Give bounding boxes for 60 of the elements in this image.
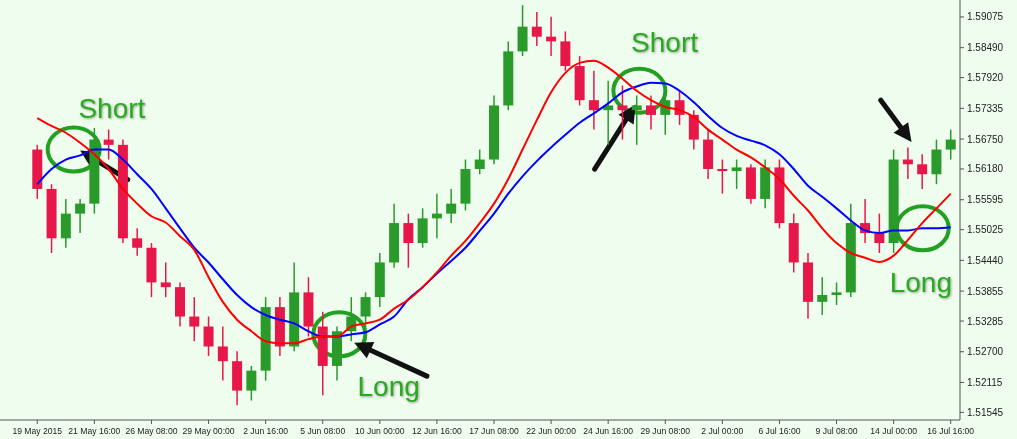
- x-tick-label: 29 Jun 08:00: [640, 426, 691, 436]
- candlestick: [588, 70, 599, 131]
- candlestick: [874, 212, 885, 254]
- x-tick-label: 16 Jul 16:00: [927, 426, 975, 436]
- candlestick: [189, 296, 200, 342]
- x-tick-label: 22 Jun 00:00: [526, 426, 577, 436]
- candlestick: [831, 281, 842, 306]
- candlestick: [75, 198, 86, 234]
- y-tick-label: 1.56180: [967, 163, 1004, 175]
- candlestick: [917, 153, 928, 190]
- candlestick: [731, 158, 742, 190]
- y-tick-label: 1.56750: [967, 133, 1004, 145]
- candlestick: [817, 276, 828, 316]
- y-tick-label: 1.53285: [967, 315, 1004, 327]
- x-tick-label: 24 Jun 16:00: [583, 426, 634, 436]
- candlestick: [603, 80, 614, 146]
- y-tick-label: 1.53855: [967, 285, 1004, 297]
- x-tick-label: 9 Jul 08:00: [815, 426, 858, 436]
- candlestick: [617, 84, 628, 141]
- x-tick-label: 19 May 2015: [12, 426, 63, 436]
- candlestick: [217, 325, 228, 382]
- candlestick: [132, 227, 143, 257]
- candlestick: [631, 94, 642, 146]
- y-tick-label: 1.58490: [967, 42, 1004, 54]
- x-tick-label: 12 Jun 16:00: [412, 426, 462, 436]
- x-tick-label: 29 May 00:00: [182, 426, 235, 436]
- candlestick: [531, 11, 542, 47]
- x-tick-label: 2 Jun 16:00: [243, 426, 289, 436]
- x-tick-label: 5 Jun 08:00: [300, 426, 346, 436]
- candlestick: [474, 148, 485, 175]
- annotation: Short: [78, 93, 146, 125]
- y-tick-label: 1.55025: [967, 224, 1004, 236]
- y-tick-label: 1.57920: [967, 72, 1004, 84]
- candlestick: [446, 188, 457, 224]
- annotation: Short: [631, 26, 699, 58]
- y-tick-label: 1.57335: [967, 102, 1004, 114]
- candlestick: [403, 212, 414, 269]
- annotation: Long: [357, 371, 420, 403]
- x-tick-label: 26 May 08:00: [125, 426, 178, 436]
- x-tick-label: 10 Jun 00:00: [354, 426, 405, 436]
- candlestick: [717, 158, 728, 195]
- candlestick: [103, 128, 114, 161]
- y-tick-label: 1.52700: [967, 346, 1004, 358]
- y-tick-label: 1.59075: [967, 11, 1004, 23]
- x-tick-label: 6 Jul 16:00: [758, 426, 801, 436]
- candlestick: [246, 365, 257, 402]
- x-tick-label: 17 Jun 08:00: [469, 426, 520, 436]
- x-tick-label: 14 Jul 00:00: [870, 426, 918, 436]
- candlestick: [360, 291, 371, 342]
- y-tick-label: 1.54440: [967, 254, 1004, 266]
- candlestick: [160, 261, 171, 298]
- y-tick-label: 1.55595: [967, 194, 1004, 206]
- y-tick-label: 1.52115: [967, 376, 1003, 388]
- y-tick-label: 1.51545: [967, 406, 1004, 418]
- candlestick: [646, 94, 656, 131]
- candlestick: [203, 315, 214, 357]
- x-tick-label: 2 Jul 00:00: [701, 426, 744, 436]
- candlestick: [945, 128, 956, 161]
- annotation: Long: [889, 266, 952, 298]
- x-tick-label: 21 May 16:00: [68, 426, 121, 436]
